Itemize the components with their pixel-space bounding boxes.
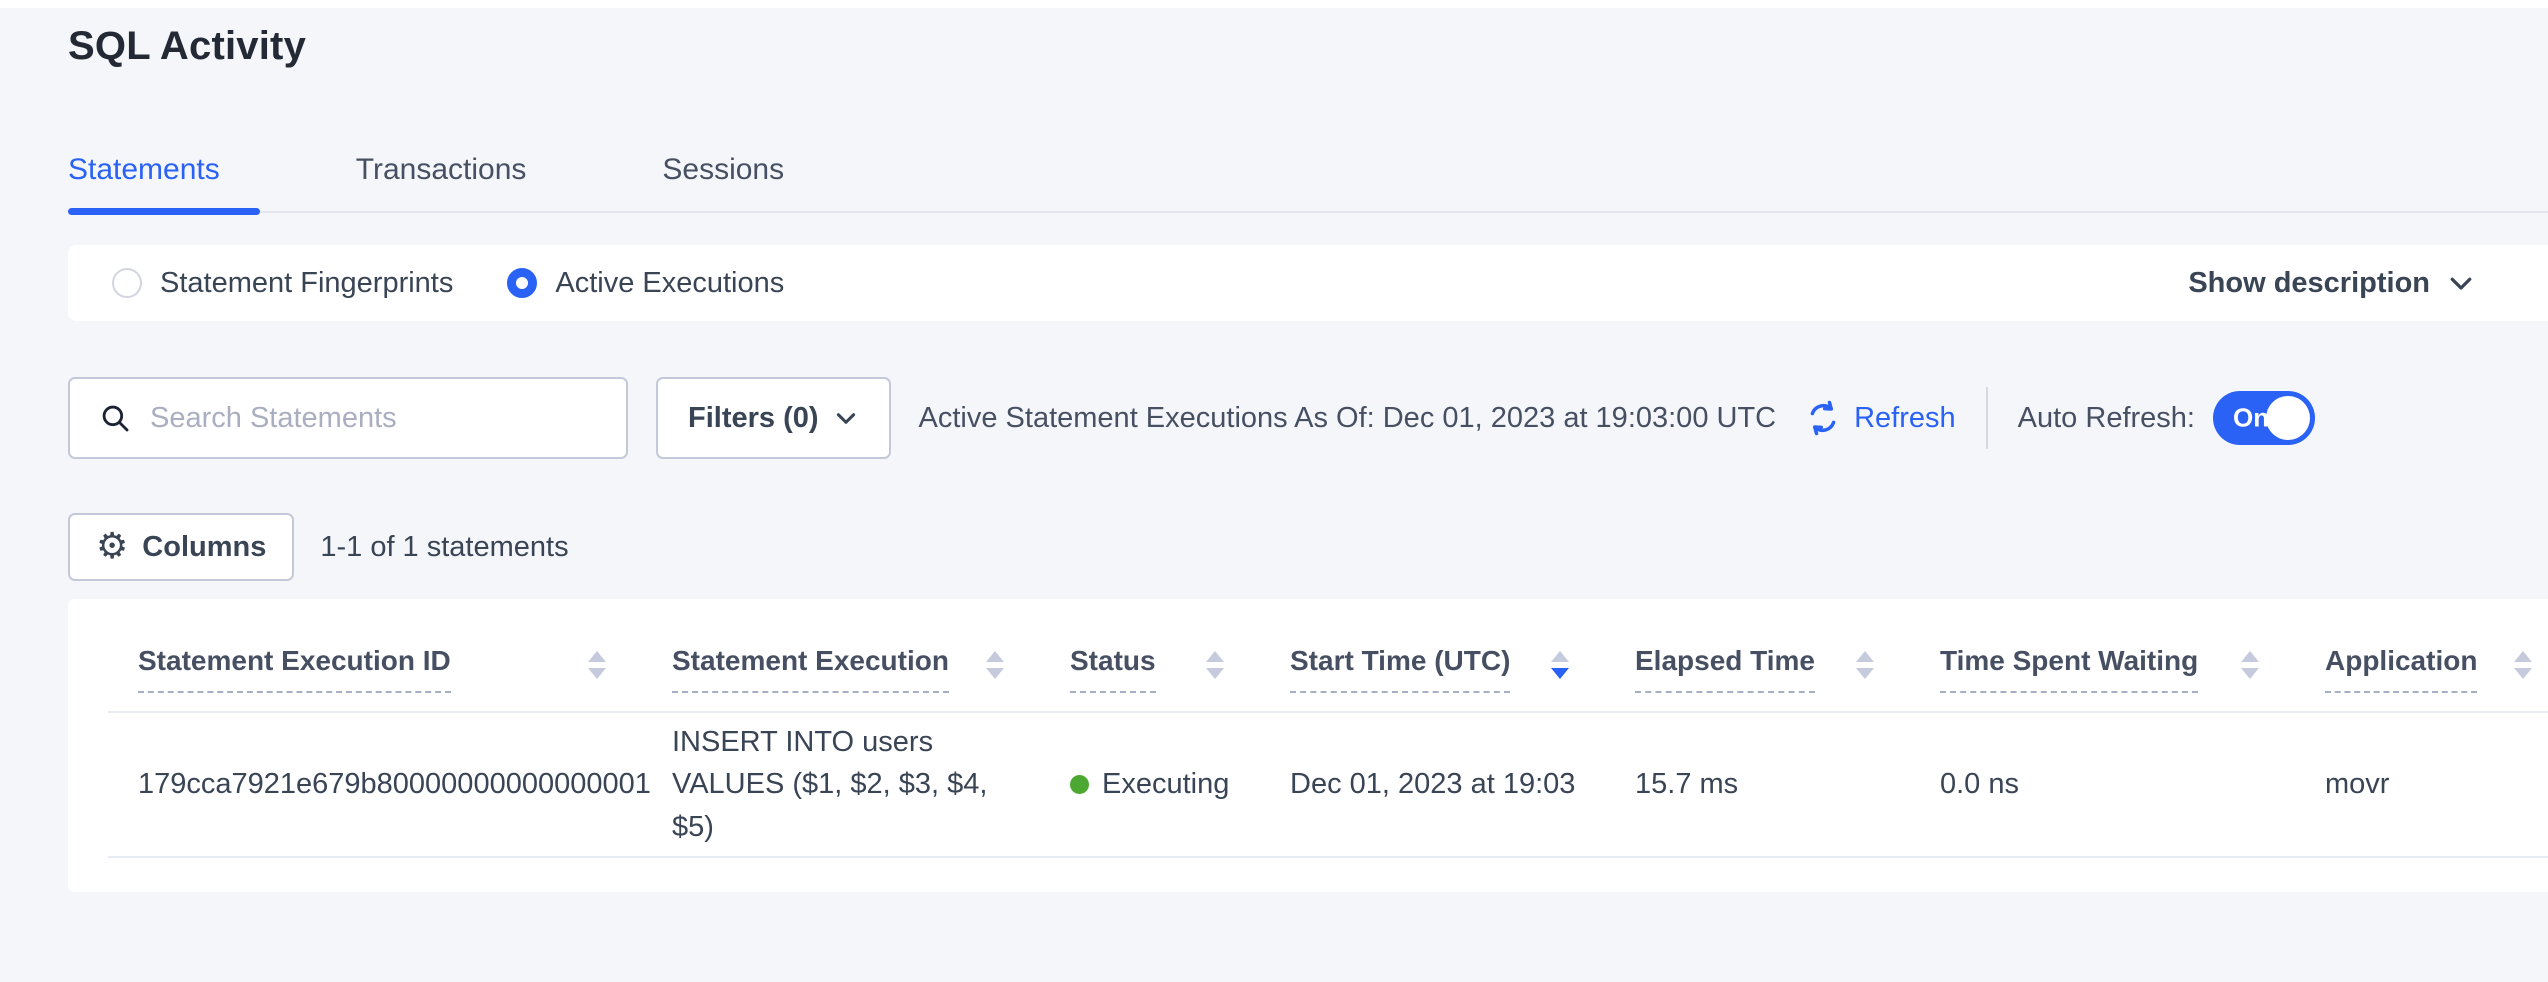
column-header-application: Application [2325,645,2548,693]
column-header-start-time: Start Time (UTC) [1290,645,1635,693]
tab-sessions[interactable]: Sessions [662,153,785,186]
sort-icon[interactable] [986,651,1004,679]
radio-unselected-icon[interactable] [112,268,142,298]
sort-icon[interactable] [588,651,606,679]
refresh-label: Refresh [1854,401,1956,434]
radio-selected-icon[interactable] [507,268,538,298]
cell-elapsed-time: 15.7 ms [1635,768,1739,800]
tab-transactions[interactable]: Transactions [355,153,527,186]
toggle-state-label: On [2232,402,2270,433]
column-header-statement-execution-id: Statement Execution ID [138,645,672,693]
radio-active-executions[interactable]: Active Executions [507,267,784,300]
tab-statements[interactable]: Statements [68,153,260,215]
sort-icon-active-desc[interactable] [1551,651,1569,679]
controls-row: Filters (0) Active Statement Executions … [68,377,2548,459]
toggle-knob[interactable] [2265,396,2310,440]
filters-button[interactable]: Filters (0) [656,377,891,459]
column-header-status: Status [1070,645,1290,693]
gear-icon: ⚙︎ [96,526,129,567]
sort-icon[interactable] [1856,651,1874,679]
table-row[interactable]: 179cca7921e679b80000000000000001 INSERT … [108,713,2548,858]
top-strip [0,0,2548,8]
radio-statement-fingerprints[interactable]: Statement Fingerprints [112,267,453,300]
auto-refresh-label: Auto Refresh: [2017,401,2195,434]
refresh-icon [1810,400,1836,436]
cell-execution-id[interactable]: 179cca7921e679b80000000000000001 [138,768,651,800]
auto-refresh-toggle[interactable]: On [2212,391,2315,445]
statements-table: Statement Execution ID Statement Executi… [68,599,2548,892]
as-of-timestamp: Active Statement Executions As Of: Dec 0… [918,401,1777,434]
search-icon [102,405,129,432]
page-title: SQL Activity [68,24,307,68]
filters-label: Filters (0) [688,401,819,434]
show-description-button[interactable]: Show description [2188,267,2548,300]
results-count: 1-1 of 1 statements [320,530,569,563]
status-dot-icon [1070,775,1089,794]
cell-status: Executing [1070,768,1290,801]
view-mode-card: Statement Fingerprints Active Executions… [68,245,2548,321]
show-description-label: Show description [2188,266,2430,299]
column-header-time-spent-waiting: Time Spent Waiting [1940,645,2325,693]
columns-label: Columns [142,530,267,563]
sort-icon[interactable] [1206,651,1224,679]
table-header-row: Statement Execution ID Statement Executi… [108,599,2548,713]
sort-icon[interactable] [2514,651,2532,679]
status-label: Executing [1102,768,1230,800]
column-header-elapsed-time: Elapsed Time [1635,645,1940,693]
search-input[interactable] [148,400,606,436]
radio-label: Active Executions [555,266,785,299]
vertical-divider [1985,387,1988,449]
radio-label: Statement Fingerprints [160,266,454,299]
tabbar: Statements Transactions Sessions [68,153,2548,215]
refresh-button[interactable]: Refresh [1804,399,1956,437]
table-toolbar: ⚙︎ Columns 1-1 of 1 statements [68,513,2548,581]
cell-application: movr [2325,768,2390,800]
column-header-statement-execution: Statement Execution [672,645,1070,693]
cell-time-spent-waiting: 0.0 ns [1940,768,2019,800]
sort-icon[interactable] [2241,651,2259,679]
chevron-down-icon [2450,277,2472,290]
search-box[interactable] [68,377,628,459]
cell-statement[interactable]: INSERT INTO users VALUES ($1, $2, $3, $4… [672,726,988,843]
chevron-down-icon [836,413,855,424]
columns-button[interactable]: ⚙︎ Columns [68,513,295,581]
cell-start-time: Dec 01, 2023 at 19:03 [1290,768,1576,800]
